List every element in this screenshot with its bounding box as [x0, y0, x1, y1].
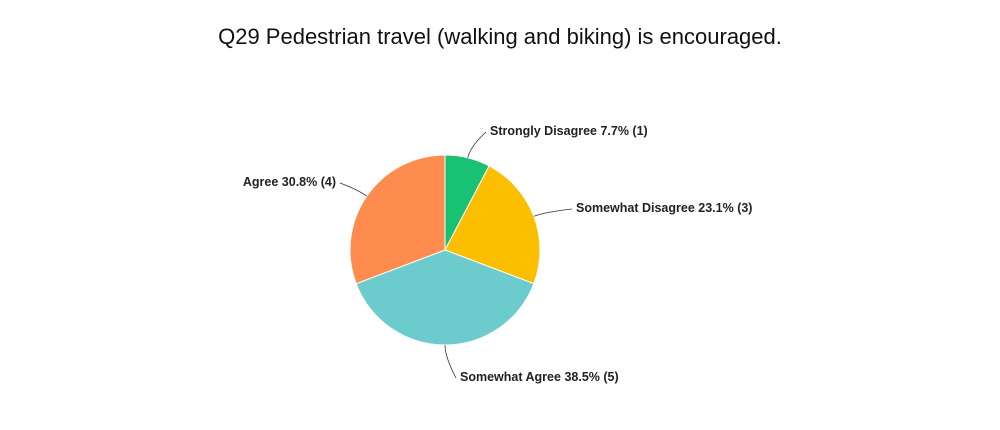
category-label: Agree [243, 175, 278, 189]
value-label: 7.7% (1) [600, 124, 647, 138]
pie-slice [444, 165, 541, 285]
category-label: Strongly Disagree [490, 124, 597, 138]
category-label: Somewhat Agree [460, 370, 561, 384]
leader-line [444, 344, 457, 379]
leader-line [467, 131, 487, 158]
value-label: 38.5% (5) [564, 370, 618, 384]
data-label: Somewhat Disagree 23.1% (3) [576, 201, 752, 215]
chart-title: Q29 Pedestrian travel (walking and bikin… [218, 24, 782, 49]
pie-slice [349, 154, 446, 285]
leader-line [339, 182, 368, 197]
value-label: 23.1% (3) [698, 201, 752, 215]
category-label: Somewhat Disagree [576, 201, 695, 215]
data-label: Strongly Disagree 7.7% (1) [490, 124, 648, 138]
data-label: Somewhat Agree 38.5% (5) [460, 370, 619, 384]
data-label: Agree 30.8% (4) [243, 175, 336, 189]
leader-line [533, 208, 573, 217]
pie-slice [355, 249, 535, 346]
value-label: 30.8% (4) [282, 175, 336, 189]
